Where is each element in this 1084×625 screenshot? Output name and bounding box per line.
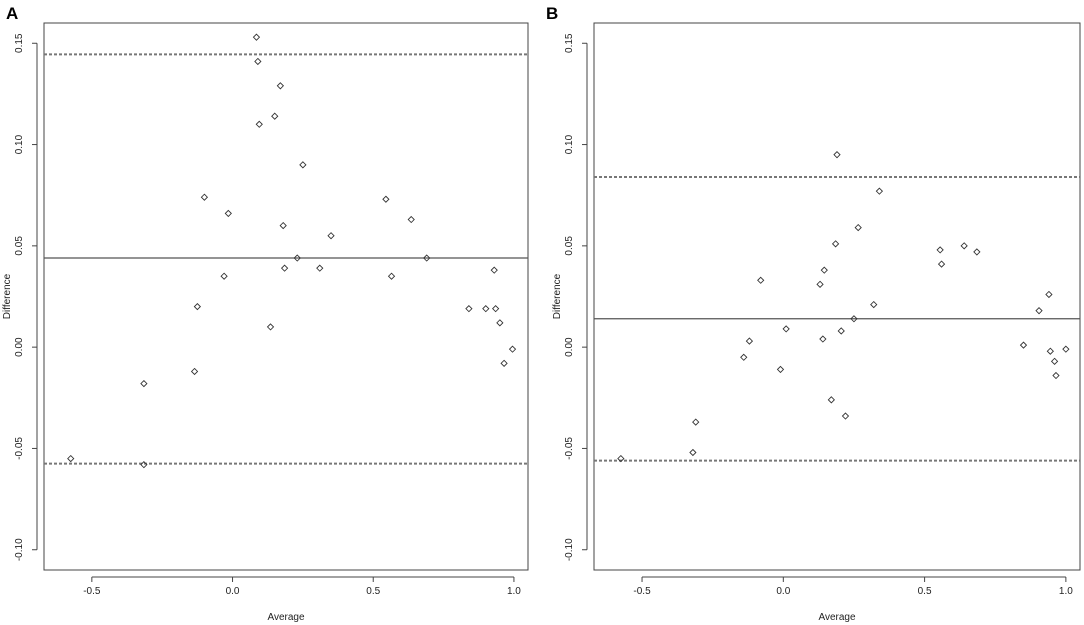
data-point — [500, 359, 508, 367]
data-point — [827, 396, 835, 404]
data-point — [266, 323, 275, 331]
data-point — [508, 345, 517, 353]
data-point — [67, 454, 75, 463]
data-point — [1019, 341, 1028, 349]
data-point — [255, 120, 263, 128]
data-point — [870, 300, 878, 309]
data-point — [960, 242, 968, 250]
panel-b: B -0.5 0.0 0.5 1.0 Average -0.10 -0.05 0.00 0.05 0… — [546, 4, 1081, 623]
data-point — [937, 260, 946, 268]
data-point — [1035, 307, 1043, 315]
data-point — [617, 454, 625, 463]
data-point — [193, 302, 201, 311]
data-point — [276, 82, 285, 90]
data-point — [740, 353, 748, 361]
data-point — [140, 461, 148, 469]
x-axis-title: Average — [267, 612, 305, 623]
y-tick-label: 0.00 — [14, 337, 25, 357]
data-point — [689, 448, 697, 457]
x-tick-label: 1.0 — [1059, 586, 1073, 597]
data-point — [820, 266, 828, 274]
data-point — [776, 365, 785, 374]
panel-a: A -0.5 0.0 0.5 1.0 Average -0.10 -0.05 0.00 0.05 0… — [2, 4, 529, 623]
y-tick-label: 0.00 — [564, 337, 575, 357]
data-point — [387, 272, 396, 280]
data-point — [327, 232, 335, 240]
data-point — [1045, 290, 1053, 299]
data-point — [1062, 345, 1070, 353]
data-point — [757, 276, 765, 284]
data-point — [423, 254, 431, 262]
x-tick-label: 1.0 — [507, 586, 521, 597]
data-point — [279, 221, 287, 230]
data-point — [816, 280, 824, 288]
data-point — [293, 254, 301, 262]
x-tick-label: 0.5 — [366, 586, 380, 597]
data-point — [382, 195, 390, 203]
y-tick-label: 0.15 — [14, 33, 25, 53]
data-point — [252, 33, 261, 41]
data-point — [220, 272, 228, 280]
data-point — [254, 57, 262, 66]
plot-frame — [593, 22, 1081, 571]
data-point — [1050, 357, 1059, 365]
y-tick-label: 0.05 — [564, 236, 575, 256]
data-point — [1046, 347, 1054, 355]
y-axis-title: Difference — [552, 273, 563, 319]
data-point — [271, 112, 279, 120]
data-point — [850, 315, 858, 323]
x-axis-title: Average — [818, 612, 856, 623]
data-point — [224, 209, 232, 218]
data-point — [190, 367, 199, 376]
data-point — [833, 151, 841, 159]
data-point — [465, 305, 473, 313]
y-tick-label: 0.05 — [14, 236, 25, 256]
x-tick-label: -0.5 — [633, 586, 651, 597]
y-tick-label: -0.05 — [564, 437, 575, 460]
plot-frame — [43, 22, 529, 571]
panel-label: B — [546, 4, 558, 23]
y-tick-label: -0.10 — [564, 538, 575, 561]
data-point — [140, 379, 148, 388]
data-point — [316, 264, 324, 272]
y-tick-label: 0.15 — [564, 33, 575, 53]
data-point — [492, 305, 500, 313]
data-point — [692, 418, 700, 426]
x-tick-label: 0.0 — [226, 586, 240, 597]
data-point — [831, 240, 840, 248]
data-point — [299, 161, 307, 169]
data-point — [875, 187, 884, 195]
y-axis-title: Difference — [2, 273, 13, 319]
y-tick-label: 0.10 — [564, 134, 575, 154]
data-point — [280, 264, 289, 272]
data-point — [936, 246, 944, 254]
data-point — [482, 305, 490, 313]
data-point — [782, 325, 790, 333]
data-point — [200, 193, 209, 201]
x-tick-label: 0.0 — [776, 586, 790, 597]
panel-label: A — [6, 4, 18, 23]
data-point — [819, 335, 827, 343]
data-point — [854, 223, 862, 232]
data-point — [841, 412, 850, 420]
y-tick-label: 0.10 — [14, 134, 25, 154]
data-point — [745, 337, 754, 345]
data-point — [407, 215, 415, 224]
x-tick-label: -0.5 — [83, 586, 101, 597]
y-tick-label: -0.10 — [14, 538, 25, 561]
data-point — [973, 248, 981, 256]
data-point — [1052, 371, 1060, 380]
data-point — [496, 319, 504, 327]
y-tick-label: -0.05 — [14, 437, 25, 460]
data-point — [490, 266, 498, 274]
data-point — [837, 327, 845, 335]
x-tick-label: 0.5 — [918, 586, 932, 597]
